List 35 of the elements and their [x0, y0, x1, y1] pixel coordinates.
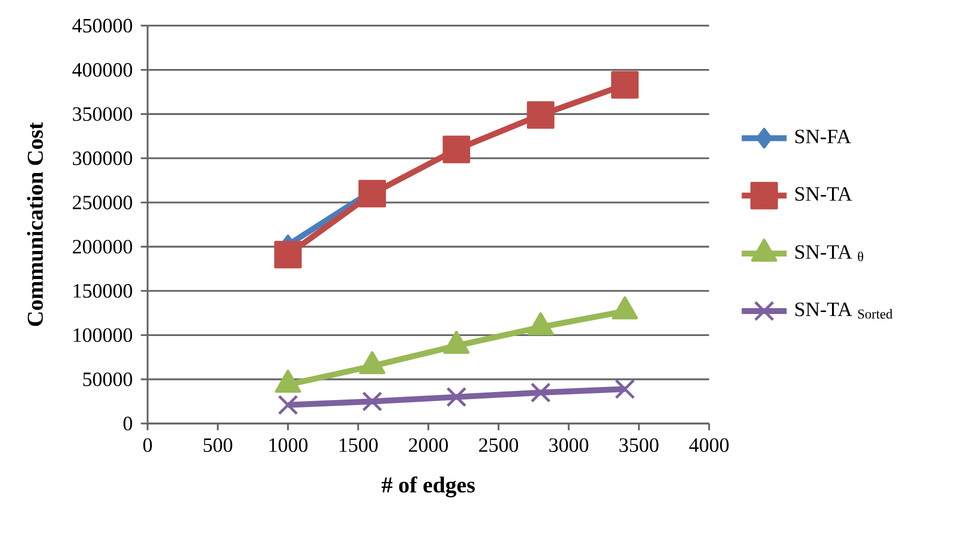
point [358, 180, 386, 208]
y-tick-label: 300000 [72, 151, 132, 165]
y-tick-label: 200000 [72, 240, 132, 254]
x-tick-label: 1000 [269, 438, 308, 452]
x-tick-label: 3000 [549, 438, 588, 452]
x-tick-label: 500 [204, 438, 232, 452]
legend-label: SN-TA [795, 186, 852, 201]
x-tick-label: 2000 [408, 438, 448, 452]
y-tick-label: 150000 [74, 284, 132, 298]
point [278, 394, 298, 415]
point [446, 386, 467, 407]
x-axis-title: # of edges [382, 476, 475, 498]
legend-label: SN-TA $_{θ}$ [795, 244, 864, 262]
point [274, 240, 302, 268]
x-tick-label: 1500 [340, 438, 378, 452]
x-tick-label: 3500 [620, 438, 658, 452]
point [611, 70, 639, 98]
y-tick-label: 450000 [72, 18, 132, 32]
point [614, 378, 635, 399]
y-tick-label: 50000 [83, 372, 132, 386]
x-tick-label: 0 [143, 438, 152, 452]
y-tick-label: 0 [123, 416, 132, 430]
y-tick-label: 250000 [72, 195, 132, 210]
y-tick-label: 350000 [72, 106, 132, 121]
y-tick-label: 400000 [72, 62, 132, 77]
point [526, 100, 554, 128]
legend-label: SN-TA $_{Sorted}$ [795, 302, 892, 318]
x-tick-label: 2500 [479, 438, 518, 452]
point [530, 382, 551, 402]
y-tick-label: 100000 [74, 328, 132, 342]
point [362, 391, 382, 412]
x-tick-label: 4000 [689, 438, 729, 452]
y-axis-title: Communication Cost [27, 122, 43, 326]
legend-label: SN-FA [795, 130, 852, 144]
point [442, 135, 470, 163]
